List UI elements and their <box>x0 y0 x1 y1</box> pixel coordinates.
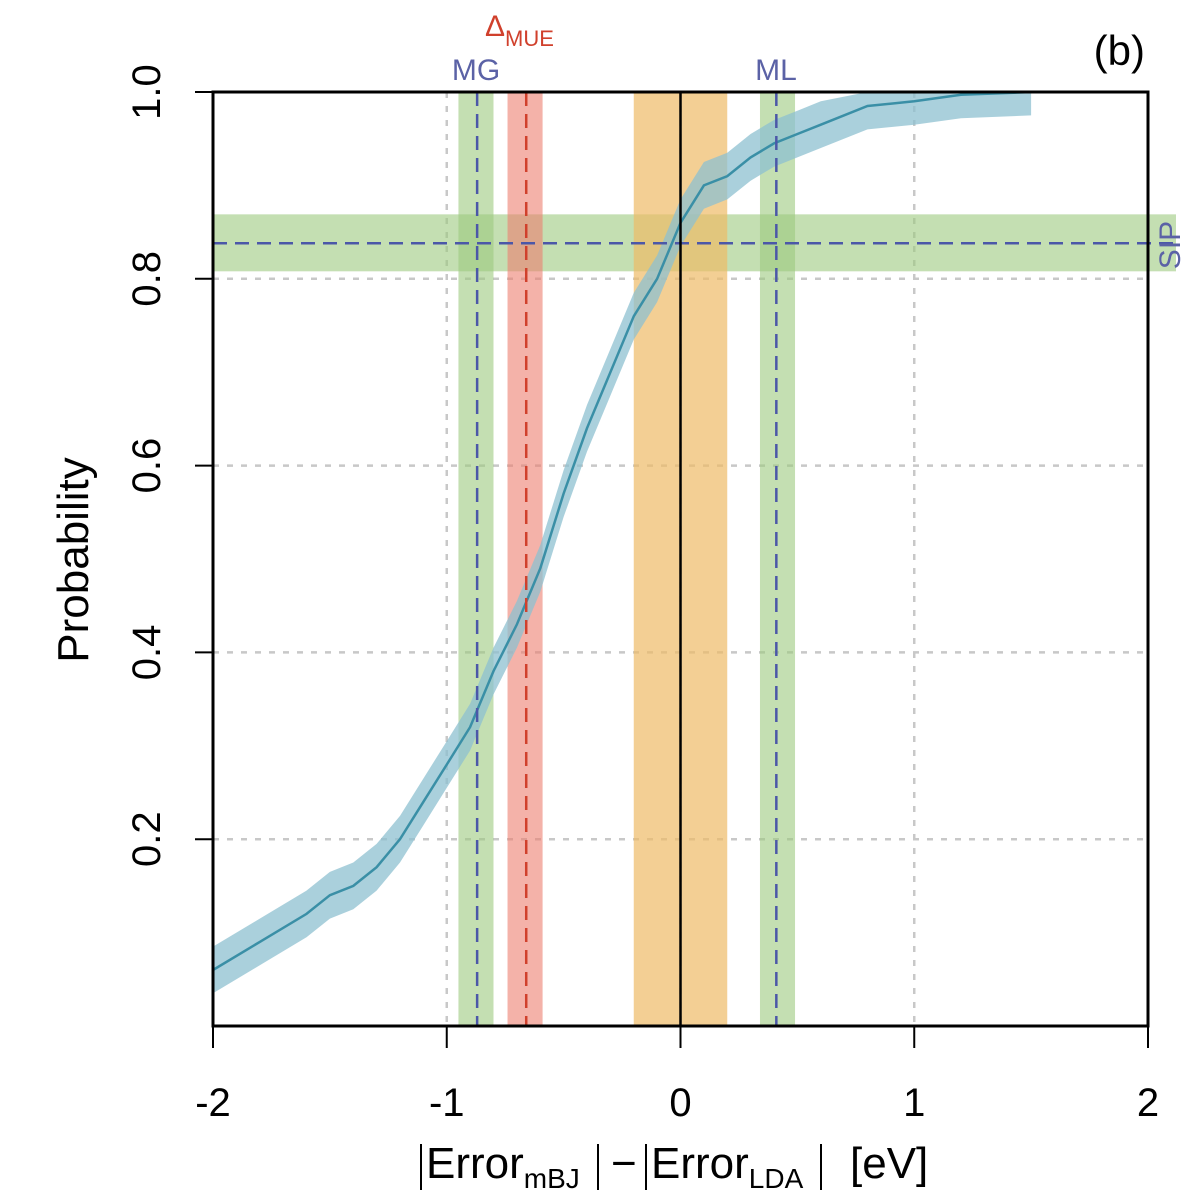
ml-label: ML <box>755 54 797 87</box>
x-title-error-mbj: ErrormBJ <box>426 1139 580 1194</box>
panel-label: (b) <box>1094 27 1145 74</box>
x-title-minus: − <box>611 1139 637 1188</box>
x-title-unit: [eV] <box>850 1139 928 1188</box>
ecdf-confidence-band <box>213 92 1032 994</box>
reference-lines <box>213 92 1176 1026</box>
y-tick-label: 1.0 <box>125 64 169 120</box>
series <box>212 90 1032 994</box>
x-tick-label: 0 <box>669 1081 691 1125</box>
x-ticks: -2 -1 0 1 2 <box>195 1026 1159 1125</box>
y-tick-label: 0.8 <box>125 251 169 307</box>
x-tick-label: 1 <box>903 1081 925 1125</box>
x-title-error-term: Error <box>426 1139 524 1188</box>
x-tick-label: -1 <box>429 1081 465 1125</box>
x-tick-label: -2 <box>195 1081 231 1125</box>
x-title-error-lda: ErrorLDA <box>651 1139 804 1194</box>
y-axis-title: Probability <box>49 457 98 662</box>
x-title-error-term: Error <box>651 1139 749 1188</box>
delta-mue-subscript: MUE <box>505 26 554 51</box>
delta-mue-label: ΔMUE <box>485 10 554 51</box>
y-tick-label: 0.2 <box>125 811 169 867</box>
x-axis-title: ErrormBJ − ErrorLDA [eV] <box>420 1139 928 1194</box>
ecdf-line <box>212 90 1032 972</box>
y-tick-label: 0.6 <box>125 438 169 494</box>
x-title-lda-sub: LDA <box>749 1163 804 1194</box>
x-tick-label: 2 <box>1137 1081 1159 1125</box>
delta-symbol: Δ <box>485 10 505 43</box>
mg-label: MG <box>452 54 500 87</box>
sip-label: SIP <box>1154 221 1187 269</box>
y-tick-label: 0.4 <box>125 625 169 681</box>
x-title-mbj-sub: mBJ <box>524 1163 580 1194</box>
y-ticks: 0.2 0.4 0.6 0.8 1.0 <box>125 64 213 867</box>
